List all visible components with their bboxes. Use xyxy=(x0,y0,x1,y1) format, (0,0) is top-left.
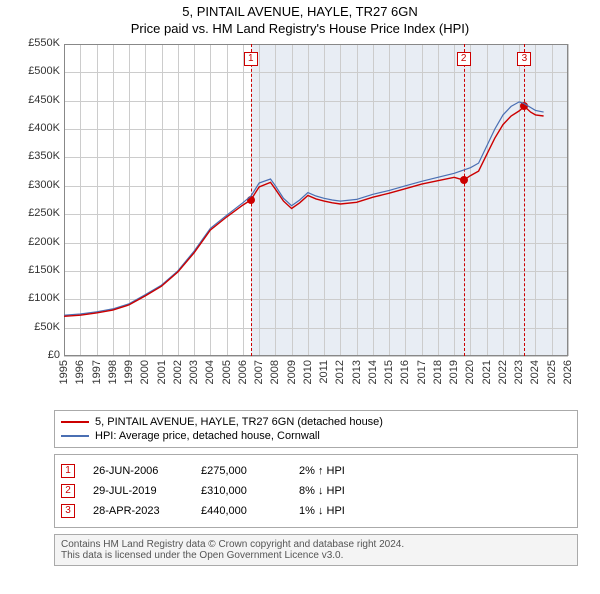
page-title: 5, PINTAIL AVENUE, HAYLE, TR27 6GN xyxy=(0,4,600,19)
events-table: 1 26-JUN-2006 £275,000 2% ↑ HPI 2 29-JUL-2019… xyxy=(54,454,578,528)
x-tick-label: 2003 xyxy=(188,360,200,384)
x-tick-label: 2013 xyxy=(351,360,363,384)
x-tick-label: 2024 xyxy=(529,360,541,384)
x-tick-label: 2011 xyxy=(318,360,330,384)
legend-item: HPI: Average price, detached house, Corn… xyxy=(61,429,571,443)
event-price: £440,000 xyxy=(201,505,281,517)
event-marker: 1 xyxy=(61,464,75,478)
event-diff: 1% ↓ HPI xyxy=(299,505,379,517)
series-line xyxy=(64,106,544,316)
legend-label: 5, PINTAIL AVENUE, HAYLE, TR27 6GN (deta… xyxy=(95,416,383,428)
footer: Contains HM Land Registry data © Crown c… xyxy=(54,534,578,566)
x-tick-label: 2017 xyxy=(416,360,428,384)
chart: £0£50K£100K£150K£200K£250K£300K£350K£400… xyxy=(10,44,590,404)
legend-label: HPI: Average price, detached house, Corn… xyxy=(95,430,320,442)
event-row: 1 26-JUN-2006 £275,000 2% ↑ HPI xyxy=(61,461,571,481)
x-tick-label: 2006 xyxy=(237,360,249,384)
x-tick-label: 2005 xyxy=(221,360,233,384)
x-tick-label: 2010 xyxy=(302,360,314,384)
legend-swatch xyxy=(61,421,89,423)
x-tick-label: 2012 xyxy=(334,360,346,384)
event-row: 3 28-APR-2023 £440,000 1% ↓ HPI xyxy=(61,501,571,521)
x-tick-label: 2020 xyxy=(464,360,476,384)
event-date: 29-JUL-2019 xyxy=(93,485,183,497)
chart-lines xyxy=(10,44,568,356)
x-tick-label: 2007 xyxy=(253,360,265,384)
x-tick-label: 1995 xyxy=(58,360,70,384)
event-marker: 3 xyxy=(61,504,75,518)
page-subtitle: Price paid vs. HM Land Registry's House … xyxy=(0,21,600,36)
gridline-v xyxy=(568,44,569,356)
x-tick-label: 2019 xyxy=(448,360,460,384)
x-tick-label: 2008 xyxy=(269,360,281,384)
x-tick-label: 2026 xyxy=(562,360,574,384)
x-tick-label: 1999 xyxy=(123,360,135,384)
event-price: £310,000 xyxy=(201,485,281,497)
x-tick-label: 2022 xyxy=(497,360,509,384)
x-tick-label: 2000 xyxy=(139,360,151,384)
x-tick-label: 2018 xyxy=(432,360,444,384)
event-price: £275,000 xyxy=(201,465,281,477)
x-tick-label: 2015 xyxy=(383,360,395,384)
event-marker: 2 xyxy=(61,484,75,498)
series-line xyxy=(64,102,544,315)
x-tick-label: 1997 xyxy=(91,360,103,384)
x-tick-label: 2002 xyxy=(172,360,184,384)
event-date: 28-APR-2023 xyxy=(93,505,183,517)
event-row: 2 29-JUL-2019 £310,000 8% ↓ HPI xyxy=(61,481,571,501)
x-tick-label: 1996 xyxy=(74,360,86,384)
gridline-h xyxy=(64,356,568,357)
event-diff: 8% ↓ HPI xyxy=(299,485,379,497)
x-tick-label: 2004 xyxy=(204,360,216,384)
x-tick-label: 2009 xyxy=(286,360,298,384)
x-tick-label: 2016 xyxy=(399,360,411,384)
legend-swatch xyxy=(61,435,89,437)
legend-item: 5, PINTAIL AVENUE, HAYLE, TR27 6GN (deta… xyxy=(61,415,571,429)
footer-line1: Contains HM Land Registry data © Crown c… xyxy=(61,539,571,550)
legend: 5, PINTAIL AVENUE, HAYLE, TR27 6GN (deta… xyxy=(54,410,578,448)
event-diff: 2% ↑ HPI xyxy=(299,465,379,477)
event-date: 26-JUN-2006 xyxy=(93,465,183,477)
x-tick-label: 2021 xyxy=(481,360,493,384)
x-tick-label: 2023 xyxy=(513,360,525,384)
footer-line2: This data is licensed under the Open Gov… xyxy=(61,550,571,561)
x-tick-label: 2025 xyxy=(546,360,558,384)
x-tick-label: 2001 xyxy=(156,360,168,384)
x-tick-label: 2014 xyxy=(367,360,379,384)
x-tick-label: 1998 xyxy=(107,360,119,384)
